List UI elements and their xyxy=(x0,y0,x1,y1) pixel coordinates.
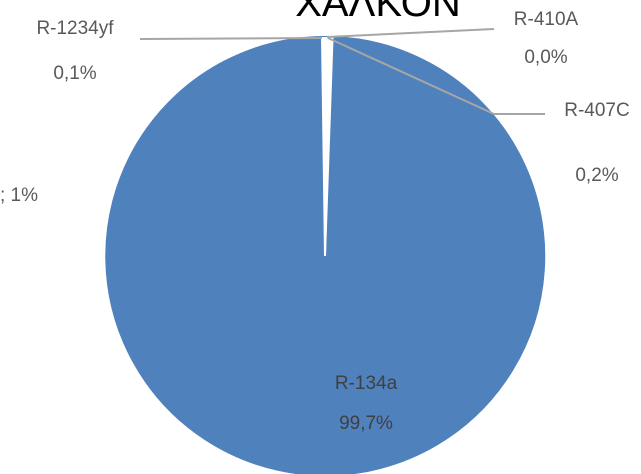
label-r410a-value: 0,0% xyxy=(524,47,567,68)
label-r134a-name: R-134a xyxy=(335,373,398,394)
leader-line-r407c xyxy=(327,37,545,115)
label-r1234yf-name: R-1234yf xyxy=(36,18,114,39)
label-r407c-value: 0,2% xyxy=(575,165,618,186)
leader-line-r1234yf xyxy=(139,37,323,40)
label-r410a-name: R-410A xyxy=(514,9,579,30)
label-r1234yf-value: 0,1% xyxy=(53,63,96,84)
pie-slices xyxy=(103,34,548,474)
leader-line-r410a xyxy=(326,28,495,38)
pie-slice-r407c xyxy=(324,34,334,257)
label-r407c-name: R-407C xyxy=(564,100,629,121)
pie-slice-separator xyxy=(321,37,329,256)
chart-title: ΧΑΛΚΟΝ xyxy=(295,0,461,25)
label-r134a-value: 99,7% xyxy=(339,413,393,434)
label-partial-left: ; 1% xyxy=(0,185,38,206)
